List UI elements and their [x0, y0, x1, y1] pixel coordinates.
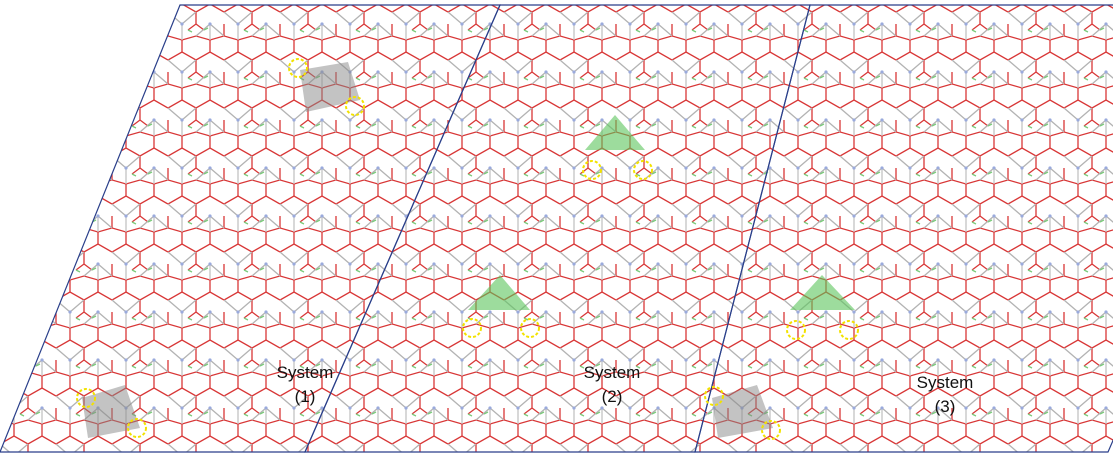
panel-number: (1)	[295, 387, 316, 406]
panel-title: System	[917, 373, 974, 392]
panel-title: System	[277, 363, 334, 382]
figure: System (1) System (2) System (3)	[0, 0, 1113, 455]
panel-number: (3)	[935, 397, 956, 416]
panel-number: (2)	[602, 387, 623, 406]
page: System (1) System (2) System (3) (() => …	[0, 0, 1113, 455]
panel-title: System	[584, 363, 641, 382]
